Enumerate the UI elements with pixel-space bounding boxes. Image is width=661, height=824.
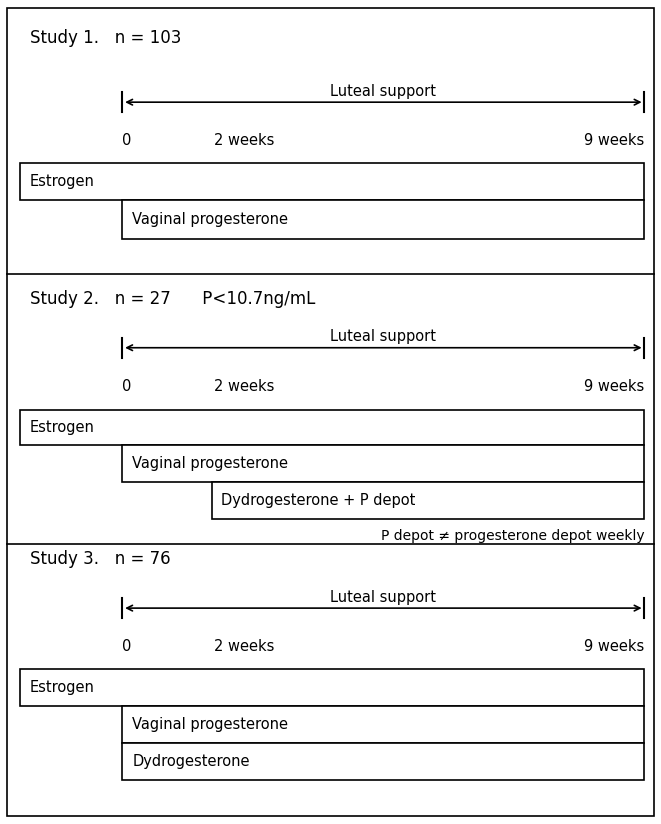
Text: Study 2.   n = 27      P<10.7ng/mL: Study 2. n = 27 P<10.7ng/mL xyxy=(30,290,315,308)
Bar xyxy=(122,445,644,482)
Text: Luteal support: Luteal support xyxy=(330,330,436,344)
Bar xyxy=(122,200,644,239)
Text: 2 weeks: 2 weeks xyxy=(214,639,275,654)
Text: Vaginal progesterone: Vaginal progesterone xyxy=(132,717,288,733)
Text: P depot ≠ progesterone depot weekly: P depot ≠ progesterone depot weekly xyxy=(381,529,644,543)
Text: Estrogen: Estrogen xyxy=(30,174,95,190)
Text: Vaginal progesterone: Vaginal progesterone xyxy=(132,456,288,471)
Text: Luteal support: Luteal support xyxy=(330,84,436,99)
Text: Estrogen: Estrogen xyxy=(30,680,95,695)
Bar xyxy=(212,482,644,519)
Text: Study 3.   n = 76: Study 3. n = 76 xyxy=(30,550,171,569)
Text: 2 weeks: 2 weeks xyxy=(214,133,275,148)
Text: 0: 0 xyxy=(122,639,132,654)
Text: 0: 0 xyxy=(122,379,132,394)
Text: 9 weeks: 9 weeks xyxy=(584,379,644,394)
Text: Dydrogesterone: Dydrogesterone xyxy=(132,754,250,770)
Text: 9 weeks: 9 weeks xyxy=(584,133,644,148)
Bar xyxy=(20,410,644,445)
Text: Estrogen: Estrogen xyxy=(30,419,95,435)
Text: 0: 0 xyxy=(122,133,132,148)
Bar xyxy=(122,706,644,743)
Text: Luteal support: Luteal support xyxy=(330,590,436,605)
Text: 9 weeks: 9 weeks xyxy=(584,639,644,654)
Bar xyxy=(20,669,644,706)
Text: Study 1.   n = 103: Study 1. n = 103 xyxy=(30,29,181,47)
Bar xyxy=(20,163,644,200)
Text: Vaginal progesterone: Vaginal progesterone xyxy=(132,212,288,227)
Text: Dydrogesterone + P depot: Dydrogesterone + P depot xyxy=(221,493,416,508)
Text: 2 weeks: 2 weeks xyxy=(214,379,275,394)
Bar xyxy=(122,743,644,780)
